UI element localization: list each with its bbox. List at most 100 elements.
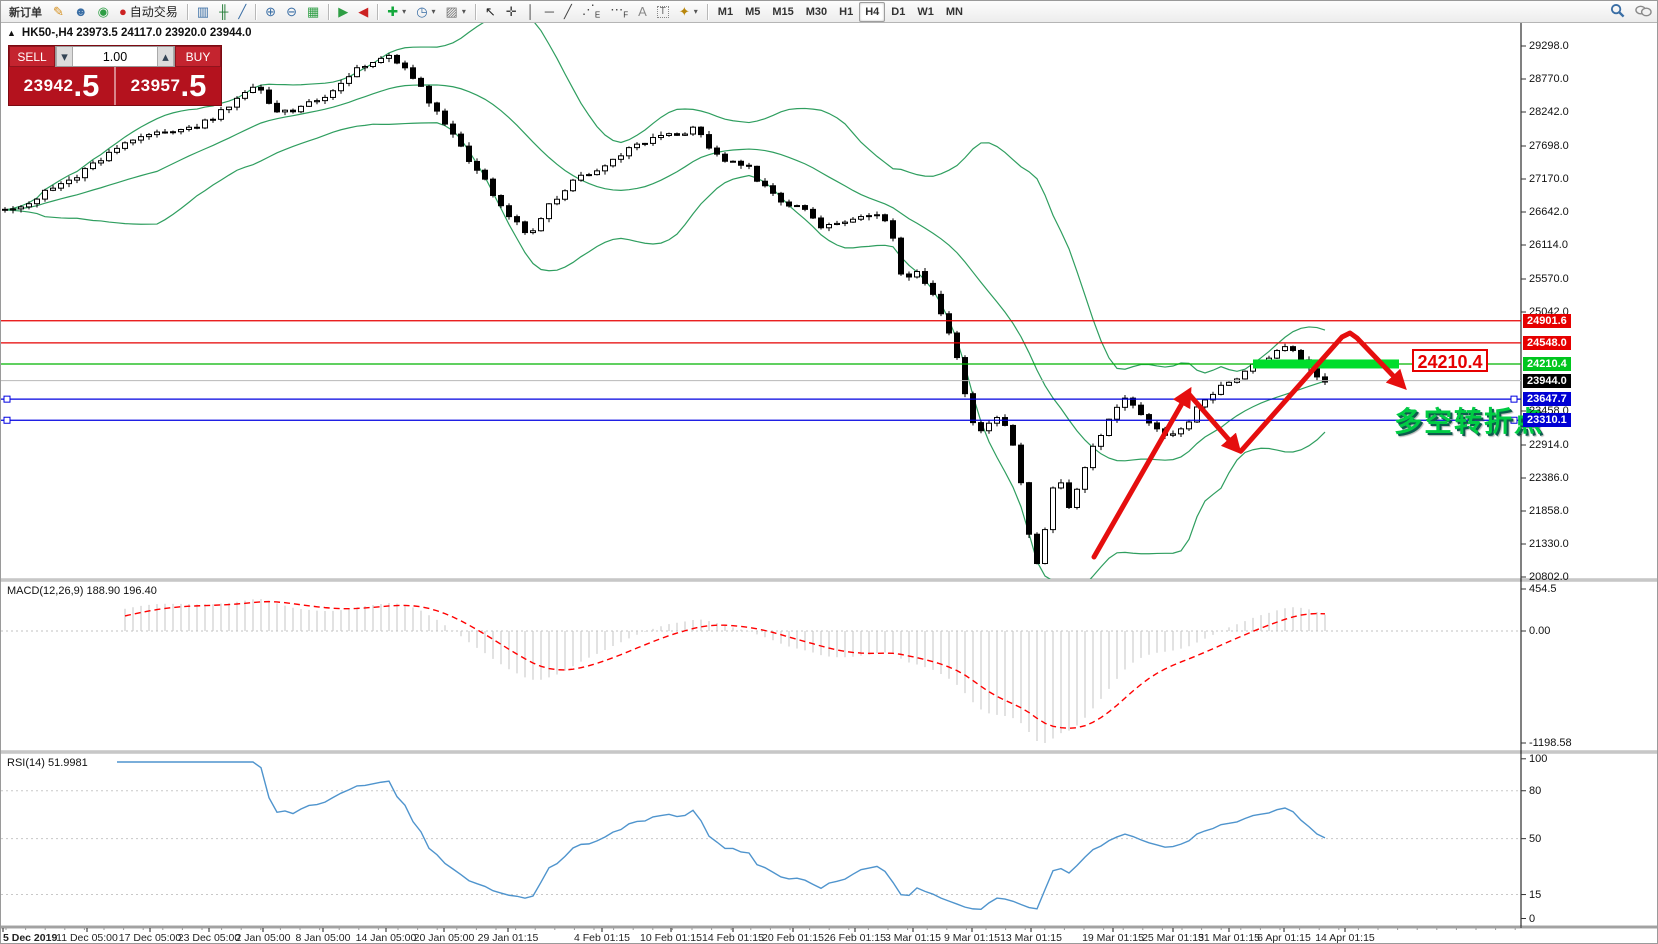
line-handle[interactable] (1510, 416, 1518, 424)
chevron-down-icon[interactable]: ▾ (461, 7, 466, 16)
periods-button[interactable]: ◷ ▾ (411, 2, 440, 22)
volume-input[interactable] (73, 47, 157, 66)
toolbar-separator (474, 3, 476, 20)
chart-shift-button[interactable]: ◀ (353, 2, 373, 22)
time-label: 23 Dec 05:00 (177, 932, 241, 944)
time-label: 13 Mar 01:15 (1000, 932, 1062, 944)
community-button[interactable]: ☻ (69, 2, 93, 22)
price-badge-24548.0: 24548.0 (1523, 335, 1571, 350)
chevron-down-icon[interactable]: ▾ (402, 7, 407, 16)
line-chart-button[interactable]: ╱ (233, 2, 251, 22)
time-label: 14 Feb 01:15 (702, 932, 764, 944)
tf-mn-button[interactable]: MN (940, 2, 969, 22)
label-icon: T (656, 5, 669, 18)
trendline-button[interactable]: ╱ (559, 2, 577, 22)
hline-icon: ─ (544, 4, 555, 19)
periods-icon: ◷ (416, 4, 428, 19)
bollinger-middle (4, 84, 1326, 462)
symbol-collapse-icon[interactable]: ▲ (7, 28, 16, 38)
arrows-button[interactable]: ✦ ▾ (674, 2, 703, 22)
bar-chart-button[interactable]: ▥ (192, 2, 214, 22)
line-handle[interactable] (3, 395, 11, 403)
price-level-label[interactable]: 24210.4 (1412, 349, 1488, 372)
horizontal-line-button[interactable]: ─ (540, 2, 559, 22)
tf-m15-button[interactable]: M15 (766, 2, 799, 22)
buy-price-frac: .5 (180, 68, 207, 103)
chevron-down-icon[interactable]: ▾ (693, 7, 698, 16)
crosshair-icon: ✛ (505, 4, 517, 19)
tf-m1-button[interactable]: M1 (712, 2, 739, 22)
tile-windows-button[interactable]: ▦ (302, 2, 324, 22)
sell-button[interactable]: SELL (9, 46, 55, 67)
macd-label: MACD(12,26,9) 188.90 196.40 (7, 585, 157, 597)
users-icon: ☻ (73, 4, 88, 19)
tf-m5-button[interactable]: M5 (739, 2, 766, 22)
channel-icon: ⋰E (581, 2, 601, 20)
equidistant-channel-button[interactable]: ⋰E (577, 2, 605, 22)
candlestick-chart-button[interactable]: ╫ (214, 2, 233, 22)
autotrade-button[interactable]: ● 自动交易 (114, 2, 183, 22)
tf-h1-button[interactable]: H1 (833, 2, 859, 22)
trendline-icon: ╱ (564, 4, 572, 19)
price-tick: 21330.0 (1529, 538, 1569, 550)
volume-down-button[interactable]: ▾ (56, 47, 73, 66)
signal-button[interactable]: ◉ (93, 2, 114, 22)
text-button[interactable]: A (633, 2, 652, 22)
fibonacci-button[interactable]: ⋯F (605, 2, 633, 22)
zoom-in-button[interactable]: ⊕ (260, 2, 281, 22)
trend-arrow[interactable] (1185, 390, 1242, 455)
trend-arrow[interactable] (1091, 386, 1192, 560)
price-tick: 28770.0 (1529, 73, 1569, 85)
one-click-trading-panel: SELL ▾ ▴ BUY 23942 .5 23957 .5 (8, 45, 222, 106)
trend-arrow[interactable] (1238, 330, 1407, 454)
zoom-out-button[interactable]: ⊖ (281, 2, 302, 22)
shapes-icon: ✦ (678, 4, 690, 19)
chat-icon (1635, 4, 1652, 20)
marker-button[interactable]: ✎ (48, 2, 69, 22)
line-handle[interactable] (3, 416, 11, 424)
toolbar-separator (706, 3, 708, 20)
templates-button[interactable]: ▨ ▾ (441, 2, 471, 22)
buy-price[interactable]: 23957 .5 (114, 67, 221, 105)
chat-button[interactable] (1630, 2, 1657, 22)
time-label: 26 Feb 01:15 (824, 932, 886, 944)
vertical-line-button[interactable]: │ (522, 2, 540, 22)
new-order-button[interactable]: 新订单 (3, 2, 48, 22)
bollinger-upper (4, 23, 1326, 374)
time-label: 14 Jan 05:00 (355, 932, 417, 944)
new-order-label: 新订单 (9, 6, 42, 19)
time-label: 14 Apr 01:15 (1315, 932, 1375, 944)
price-badge-23310.1: 23310.1 (1523, 413, 1571, 428)
macd-tick: 0.00 (1529, 625, 1551, 637)
tf-m30-button[interactable]: M30 (800, 2, 833, 22)
chevron-down-icon[interactable]: ▾ (431, 7, 436, 16)
macd-tick: 454.5 (1529, 583, 1557, 595)
time-label: 19 Mar 01:15 (1082, 932, 1144, 944)
line-handle[interactable] (1510, 395, 1518, 403)
price-tick: 21858.0 (1529, 505, 1569, 517)
annotation-text[interactable]: 多空转折点 (1394, 406, 1545, 437)
indicators-button[interactable]: ✚ ▾ (382, 2, 411, 22)
tf-h4-button[interactable]: H4 (859, 1, 886, 22)
spin-up-icon: ▴ (162, 49, 169, 64)
candlestick-icon: ╫ (219, 4, 229, 19)
time-label: 6 Apr 01:15 (1257, 932, 1311, 944)
text-label-button[interactable]: T (652, 2, 674, 22)
search-button[interactable] (1605, 2, 1630, 22)
tf-w1-button[interactable]: W1 (911, 2, 940, 22)
autotrade-label: 自动交易 (129, 5, 178, 19)
green-level-bar[interactable] (1253, 359, 1399, 369)
price-tick: 28242.0 (1529, 106, 1569, 118)
sell-price[interactable]: 23942 .5 (9, 67, 114, 105)
auto-scroll-button[interactable]: ▶ (333, 2, 353, 22)
volume-up-button[interactable]: ▴ (157, 47, 174, 66)
time-label: 29 Jan 01:15 (477, 932, 539, 944)
text-icon: A (638, 4, 647, 19)
crosshair-button[interactable]: ✛ (501, 2, 522, 22)
time-label: 17 Dec 05:00 (118, 932, 182, 944)
cursor-button[interactable]: ↖ (480, 2, 501, 22)
buy-button[interactable]: BUY (175, 46, 221, 67)
tf-m30-label: M30 (805, 5, 828, 18)
tf-d1-button[interactable]: D1 (885, 2, 911, 22)
